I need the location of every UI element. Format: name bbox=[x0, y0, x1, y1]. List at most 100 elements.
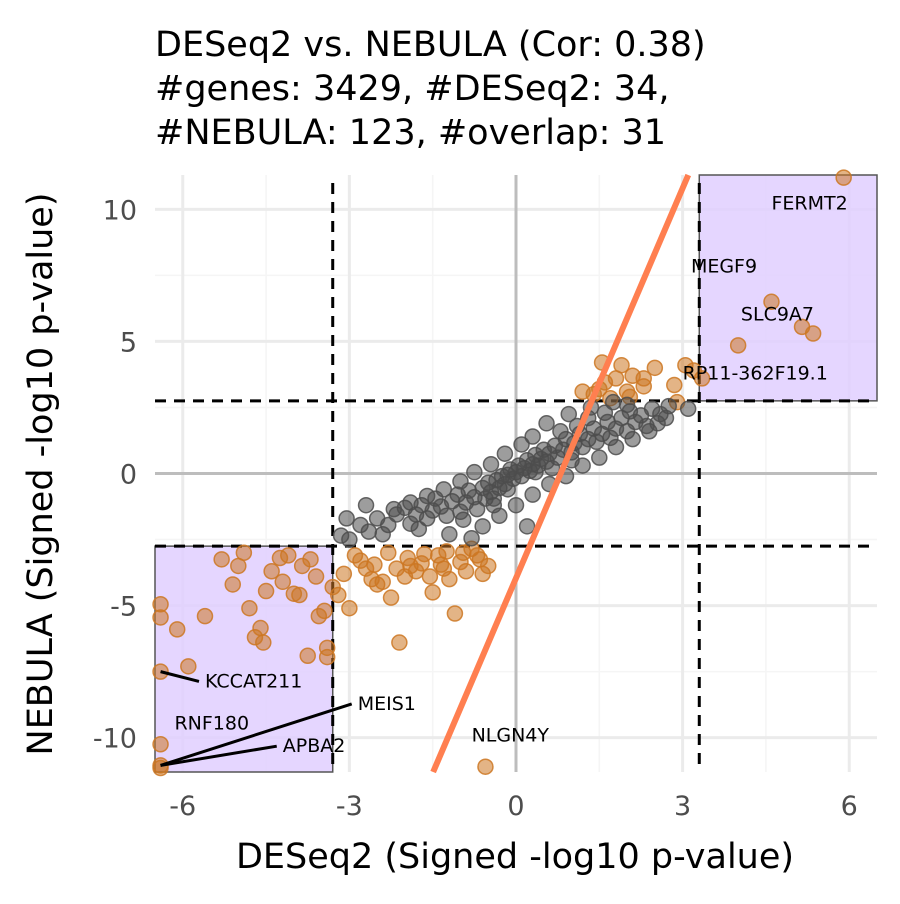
gene-point bbox=[368, 510, 386, 527]
significant-point bbox=[763, 293, 780, 311]
gene-point bbox=[418, 487, 436, 505]
x-tick-label: 6 bbox=[841, 791, 858, 822]
gene-point bbox=[374, 526, 391, 543]
gene-label: APBA2 bbox=[283, 735, 346, 757]
significant-point bbox=[346, 547, 364, 564]
gene-point bbox=[624, 430, 641, 448]
gene-labels: FERMT2 MEGF9 SLC9A7 RP11-362F19.1 KCCAT211 ME… bbox=[160, 192, 848, 767]
gene-point bbox=[657, 409, 675, 427]
significant-point bbox=[729, 337, 747, 354]
title-line-3: #NEBULA: 123, #overlap: 31 bbox=[155, 113, 666, 153]
significant-point bbox=[224, 576, 242, 593]
fit-line bbox=[430, 173, 692, 774]
significant-point bbox=[291, 586, 308, 604]
gene-point bbox=[435, 481, 453, 498]
gene-label: MEGF9 bbox=[691, 256, 757, 278]
significant-point bbox=[424, 584, 441, 601]
significant-point bbox=[318, 648, 336, 666]
significant-point bbox=[257, 582, 275, 600]
title-line-1: DESeq2 vs. NEBULA (Cor: 0.38) bbox=[155, 25, 706, 65]
significant-point bbox=[635, 378, 652, 395]
gene-point bbox=[527, 463, 544, 481]
significant-point bbox=[330, 586, 347, 604]
significant-point bbox=[241, 599, 258, 617]
significant-point bbox=[388, 560, 405, 577]
y-tick-label: 0 bbox=[120, 460, 137, 491]
significant-point bbox=[168, 621, 186, 638]
gene-point bbox=[524, 428, 541, 445]
gene-point bbox=[513, 436, 530, 453]
label-leader-line bbox=[160, 670, 200, 683]
significant-point bbox=[646, 359, 664, 377]
gene-point bbox=[441, 526, 458, 543]
gene-label: MEIS1 bbox=[358, 693, 416, 715]
significant-point bbox=[252, 619, 269, 637]
significant-point bbox=[441, 570, 458, 588]
significant-point bbox=[391, 634, 408, 651]
significant-point bbox=[457, 562, 475, 580]
significant-point bbox=[307, 568, 325, 585]
gene-point bbox=[474, 518, 491, 535]
significant-point bbox=[263, 562, 280, 580]
gene-label: FERMT2 bbox=[771, 192, 847, 214]
gene-label: NLGN4Y bbox=[472, 725, 550, 747]
significant-point bbox=[613, 356, 630, 374]
significant-point bbox=[380, 544, 397, 561]
y-tick-label: 10 bbox=[103, 195, 137, 226]
axes: -6 -3 0 3 6 -10 -5 0 5 10 bbox=[93, 195, 858, 822]
significant-point bbox=[274, 573, 291, 591]
gene-point bbox=[679, 400, 697, 418]
gene-point bbox=[607, 438, 625, 456]
gene-point bbox=[482, 456, 500, 473]
gene-point bbox=[357, 496, 375, 514]
significant-point bbox=[835, 169, 852, 186]
gene-point bbox=[341, 531, 358, 548]
gene-point bbox=[560, 405, 578, 423]
gene-point bbox=[454, 511, 472, 528]
gene-point bbox=[385, 500, 403, 518]
threshold-lines bbox=[155, 183, 877, 772]
significant-point bbox=[366, 556, 383, 573]
significant-point bbox=[574, 383, 591, 400]
label-leader-line bbox=[160, 702, 353, 767]
significant-point bbox=[477, 758, 494, 775]
gene-point bbox=[496, 445, 514, 462]
significant-point bbox=[316, 602, 333, 620]
gene-point bbox=[507, 496, 525, 514]
significant-point bbox=[421, 568, 439, 585]
gene-point bbox=[491, 507, 508, 525]
x-tick-label: 3 bbox=[674, 791, 691, 822]
gene-point bbox=[438, 507, 455, 525]
grid bbox=[155, 175, 877, 772]
significant-point bbox=[180, 658, 197, 675]
gene-point bbox=[543, 459, 561, 477]
significant-point bbox=[341, 599, 358, 617]
significant-point bbox=[382, 589, 400, 606]
gene-point bbox=[591, 449, 608, 466]
gene-point bbox=[452, 473, 469, 490]
significant-point bbox=[152, 609, 169, 626]
x-tick-label: 0 bbox=[507, 791, 524, 822]
x-axis-label: DESeq2 (Signed -log10 p-value) bbox=[236, 837, 794, 877]
significant-point bbox=[230, 557, 247, 575]
title-line-2: #genes: 3429, #DESeq2: 34, bbox=[155, 69, 669, 109]
data-points bbox=[152, 169, 852, 777]
significant-point bbox=[196, 607, 214, 625]
gene-label: RP11-362F19.1 bbox=[683, 363, 828, 385]
y-tick-label: 5 bbox=[120, 327, 137, 358]
gene-point bbox=[518, 518, 536, 535]
gene-point bbox=[604, 393, 622, 411]
label-leader-line bbox=[160, 744, 277, 767]
significant-point bbox=[804, 325, 822, 342]
significant-point bbox=[374, 573, 391, 591]
x-tick-label: -3 bbox=[336, 791, 363, 822]
significant-point bbox=[299, 647, 316, 665]
significant-point bbox=[152, 736, 169, 753]
gene-label: SLC9A7 bbox=[741, 303, 814, 325]
significant-point bbox=[446, 605, 464, 622]
significant-point bbox=[271, 549, 289, 567]
y-tick-label: -10 bbox=[93, 724, 137, 755]
gene-point bbox=[485, 490, 503, 507]
